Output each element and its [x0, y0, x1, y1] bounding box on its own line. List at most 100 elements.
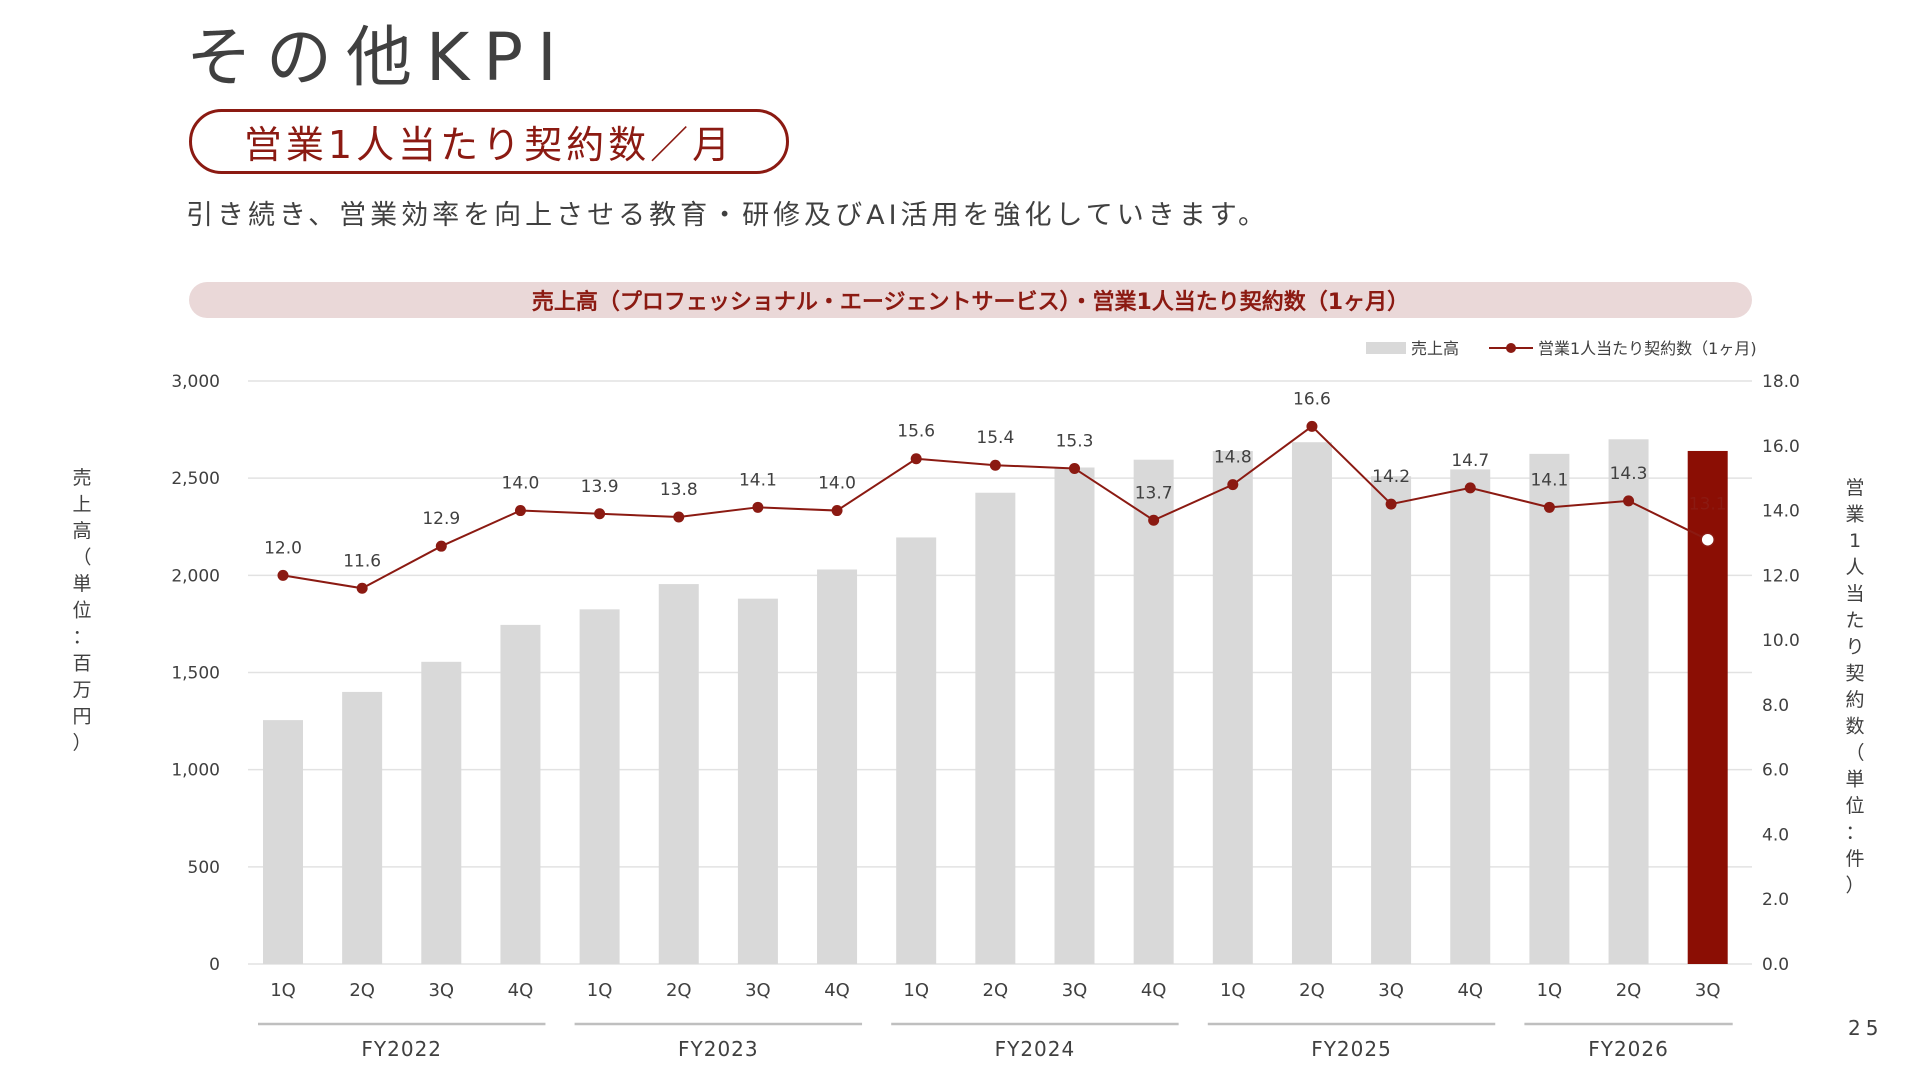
fiscal-year-label: FY2023 — [678, 1037, 759, 1061]
section-badge: 営業1人当たり契約数／月 — [189, 109, 789, 174]
y-left-tick-label: 1,500 — [171, 664, 220, 684]
revenue-bar — [1608, 439, 1649, 964]
y-right-axis-title-char: 1 — [1849, 530, 1861, 552]
x-tick-label: 4Q — [1457, 980, 1483, 1001]
y-right-tick-label: 0.0 — [1762, 955, 1789, 975]
y-right-tick-label: 14.0 — [1762, 502, 1800, 522]
contracts-point — [277, 569, 289, 581]
y-right-tick-label: 6.0 — [1762, 761, 1789, 781]
contracts-point — [752, 501, 764, 513]
y-left-tick-label: 1,000 — [171, 761, 220, 781]
contracts-point — [1700, 532, 1715, 547]
x-tick-label: 3Q — [1062, 980, 1088, 1001]
y-right-axis-title-char: 位 — [1845, 795, 1864, 817]
contracts-point — [910, 453, 922, 465]
revenue-bar — [737, 598, 778, 964]
y-left-tick-label: 0 — [209, 955, 220, 975]
chart-title: 売上高（プロフェッショナル・エージェントサービス）・営業1人当たり契約数（1ヶ月… — [531, 290, 1410, 315]
y-right-axis-title-char: （ — [1845, 742, 1864, 764]
revenue-bar — [1450, 469, 1491, 964]
x-tick-label: 1Q — [1220, 980, 1246, 1001]
contracts-data-label: 14.2 — [1372, 467, 1410, 487]
y-right-axis-title-char: 件 — [1845, 848, 1864, 870]
y-left-axis-title-char: 円 — [72, 706, 91, 728]
x-tick-label: 2Q — [666, 980, 692, 1001]
contracts-point — [1306, 420, 1318, 432]
contracts-point — [594, 508, 606, 520]
contracts-data-label: 14.7 — [1451, 451, 1489, 471]
y-right-axis-title-char: ： — [1845, 822, 1864, 844]
y-right-tick-label: 8.0 — [1762, 696, 1789, 716]
contracts-point — [1227, 479, 1239, 491]
contracts-data-label: 15.6 — [897, 422, 935, 442]
contracts-data-label: 13.8 — [660, 480, 698, 500]
contracts-point — [1464, 482, 1476, 494]
contracts-data-label: 16.6 — [1293, 389, 1331, 409]
y-right-axis-title-char: 人 — [1845, 557, 1864, 579]
contracts-point — [831, 505, 843, 517]
contracts-data-label: 14.0 — [818, 474, 856, 494]
x-tick-label: 1Q — [1537, 980, 1563, 1001]
revenue-bar — [817, 569, 858, 964]
y-right-tick-label: 2.0 — [1762, 890, 1789, 910]
y-right-axis-title-char: 当 — [1845, 583, 1864, 605]
chart-title-banner: 売上高（プロフェッショナル・エージェントサービス）・営業1人当たり契約数（1ヶ月… — [189, 282, 1752, 318]
revenue-bar — [1133, 459, 1174, 964]
section-badge-label: 営業1人当たり契約数／月 — [243, 123, 735, 167]
y-left-axis-title-char: 位 — [72, 600, 91, 622]
y-left-tick-label: 2,500 — [171, 469, 220, 489]
x-tick-label: 2Q — [983, 980, 1009, 1001]
contracts-data-label: 12.0 — [264, 538, 302, 558]
y-left-tick-label: 500 — [188, 858, 220, 878]
contracts-point — [514, 505, 526, 517]
y-right-axis-title-char: 契 — [1845, 663, 1864, 685]
revenue-bar — [263, 720, 303, 964]
x-tick-label: 4Q — [1141, 980, 1167, 1001]
contracts-data-label: 14.1 — [739, 470, 777, 490]
x-tick-label: 1Q — [587, 980, 613, 1001]
contracts-point — [1069, 462, 1080, 474]
contracts-data-label: 13.7 — [1135, 483, 1173, 503]
contracts-point — [673, 511, 685, 523]
revenue-bar — [896, 537, 937, 964]
x-tick-label: 3Q — [1378, 980, 1404, 1001]
revenue-bar — [1529, 453, 1570, 964]
contracts-data-label: 14.3 — [1610, 464, 1648, 484]
x-tick-label: 1Q — [270, 980, 296, 1001]
page-title: その他KPI — [186, 19, 571, 96]
revenue-bar — [342, 691, 383, 964]
fiscal-year-label: FY2024 — [995, 1037, 1076, 1061]
revenue-bar — [500, 624, 541, 964]
contracts-data-label: 11.6 — [343, 551, 381, 571]
revenue-bar — [658, 584, 699, 964]
legend-line-marker — [1506, 343, 1516, 353]
revenue-bar — [421, 661, 462, 964]
revenue-bar — [1371, 476, 1412, 964]
contracts-data-label: 12.9 — [422, 509, 460, 529]
x-tick-label: 2Q — [349, 980, 375, 1001]
y-right-axis-title-char: 約 — [1845, 689, 1864, 711]
y-right-tick-label: 4.0 — [1762, 825, 1789, 845]
contracts-data-label: 14.1 — [1530, 470, 1568, 490]
y-left-axis-title-char: 上 — [72, 494, 91, 516]
legend-bar-swatch — [1366, 342, 1406, 354]
page-number: 25 — [1848, 1016, 1884, 1040]
y-right-axis-title-char: 単 — [1845, 769, 1864, 791]
y-right-axis-title-char: 営 — [1845, 477, 1864, 499]
x-tick-label: 4Q — [824, 980, 850, 1001]
contracts-point — [989, 459, 1001, 471]
y-left-axis-title-char: 単 — [72, 573, 91, 595]
y-left-tick-label: 3,000 — [171, 372, 220, 392]
x-tick-label: 2Q — [1299, 980, 1325, 1001]
x-tick-label: 4Q — [508, 980, 534, 1001]
y-left-axis-title-char: 百 — [72, 653, 91, 675]
y-right-tick-label: 12.0 — [1762, 566, 1800, 586]
contracts-data-label: 15.4 — [976, 428, 1014, 448]
y-right-tick-label: 10.0 — [1762, 631, 1800, 651]
contracts-data-label: 14.0 — [502, 474, 540, 494]
y-left-tick-label: 2,000 — [171, 566, 220, 586]
y-left-axis-title-char: 万 — [72, 679, 91, 701]
contracts-data-label: 13.1 — [1689, 495, 1727, 515]
y-left-axis-title-char: 売 — [72, 467, 91, 489]
